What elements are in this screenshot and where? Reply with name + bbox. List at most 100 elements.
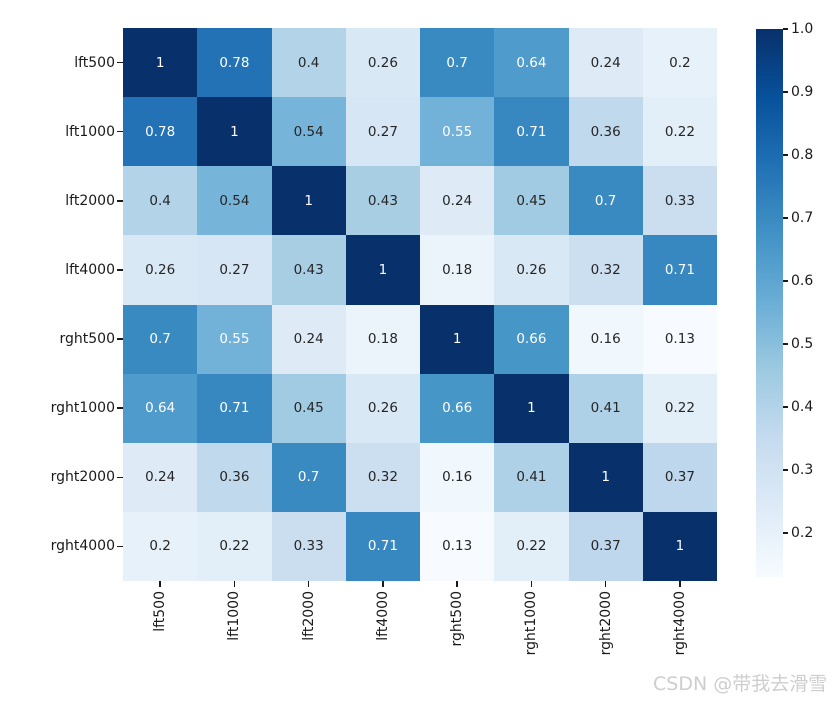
cell-value: 0.36 — [590, 123, 621, 140]
x-tick-mark — [456, 581, 458, 587]
heatmap-cell-lft2000-rght1000: 0.45 — [494, 166, 569, 236]
heatmap-cell-rght2000-rght1000: 0.41 — [494, 442, 569, 512]
heatmap-cell-lft500-rght1000: 0.64 — [494, 28, 569, 98]
cell-value: 0.22 — [664, 123, 695, 140]
cell-value: 0.78 — [145, 123, 176, 140]
heatmap-cell-rght500-rght4000: 0.13 — [642, 304, 717, 374]
heatmap-cell-rght4000-rght2000: 0.37 — [568, 511, 643, 581]
heatmap-cell-lft4000-lft2000: 0.43 — [271, 235, 346, 305]
cell-value: 0.66 — [516, 331, 547, 348]
watermark: CSDN @带我去滑雪 — [653, 673, 828, 695]
heatmap-cell-lft4000-rght4000: 0.71 — [642, 235, 717, 305]
cell-value: 0.43 — [293, 261, 324, 278]
heatmap-cell-rght2000-lft500: 0.24 — [123, 442, 198, 512]
cell-value: 1 — [378, 261, 388, 278]
colorbar-tick-mark — [783, 28, 788, 30]
cell-value: 0.18 — [367, 331, 398, 348]
cell-value: 0.54 — [293, 123, 324, 140]
cell-value: 0.2 — [669, 54, 691, 71]
heatmap-cell-rght500-lft2000: 0.24 — [271, 304, 346, 374]
heatmap-cell-rght4000-lft1000: 0.22 — [197, 511, 272, 581]
heatmap-cell-rght500-rght500: 1 — [420, 304, 495, 374]
row-label-lft500: lft500 — [74, 54, 115, 71]
heatmap-cell-rght500-lft500: 0.7 — [123, 304, 198, 374]
col-label-rght1000: rght1000 — [523, 591, 540, 656]
colorbar-tick-label: 0.6 — [791, 272, 814, 289]
heatmap-cell-rght2000-rght500: 0.16 — [420, 442, 495, 512]
heatmap-cell-rght2000-rght4000: 0.37 — [642, 442, 717, 512]
cell-value: 0.54 — [219, 192, 250, 209]
colorbar-tick-label: 0.5 — [791, 335, 814, 352]
cell-value: 0.37 — [590, 538, 621, 555]
cell-value: 0.71 — [516, 123, 547, 140]
cell-value: 1 — [601, 469, 610, 486]
cell-value: 0.16 — [442, 469, 473, 486]
heatmap-cell-rght500-rght1000: 0.66 — [494, 304, 569, 374]
cell-value: 1 — [452, 331, 462, 348]
cell-value: 0.7 — [297, 469, 320, 486]
cell-value: 0.43 — [367, 192, 398, 209]
cell-value: 0.26 — [367, 54, 398, 71]
colorbar-tick-label: 0.9 — [791, 83, 814, 100]
cell-value: 0.7 — [446, 54, 468, 71]
colorbar-tick-mark — [783, 469, 788, 471]
cell-value: 1 — [155, 54, 165, 71]
y-tick-mark — [117, 61, 123, 64]
cell-value: 0.4 — [297, 54, 320, 71]
cell-value: 0.64 — [145, 400, 176, 417]
colorbar-gradient — [756, 29, 783, 577]
heatmap-cell-rght2000-lft1000: 0.36 — [197, 442, 272, 512]
heatmap-cell-rght1000-lft500: 0.64 — [123, 373, 198, 443]
heatmap-cell-rght1000-rght4000: 0.22 — [642, 373, 717, 443]
cell-value: 1 — [304, 192, 313, 209]
cell-value: 0.22 — [219, 538, 250, 555]
cell-value: 0.24 — [293, 331, 324, 348]
x-tick-mark — [233, 581, 236, 587]
heatmap-cell-lft4000-lft1000: 0.27 — [197, 235, 272, 305]
heatmap-cell-rght4000-lft2000: 0.33 — [271, 511, 346, 581]
colorbar-tick-mark — [783, 532, 788, 534]
cell-value: 0.33 — [664, 192, 695, 209]
cell-value: 0.33 — [293, 538, 324, 555]
colorbar-tick-mark — [783, 280, 788, 282]
heatmap-cell-lft500-rght4000: 0.2 — [642, 28, 717, 98]
cell-value: 0.22 — [664, 400, 695, 417]
cell-value: 0.26 — [367, 400, 398, 417]
heatmap-cell-lft4000-lft4000: 1 — [345, 235, 420, 305]
cell-value: 0.71 — [367, 538, 398, 555]
heatmap-cell-lft2000-rght500: 0.24 — [420, 166, 495, 236]
x-tick-mark — [159, 581, 161, 587]
heatmap-cell-lft4000-rght2000: 0.32 — [568, 235, 643, 305]
colorbar-tick-label: 0.4 — [791, 398, 814, 415]
col-label-lft2000: lft2000 — [300, 591, 317, 641]
y-tick-mark — [117, 476, 123, 479]
cell-value: 0.32 — [367, 469, 398, 486]
cell-value: 0.18 — [442, 261, 473, 278]
cell-value: 0.7 — [594, 192, 617, 209]
cell-value: 0.41 — [590, 400, 621, 417]
cell-value: 0.24 — [442, 192, 473, 209]
heatmap-cell-lft2000-lft4000: 0.43 — [345, 166, 420, 236]
heatmap-cell-lft500-lft500: 1 — [123, 28, 198, 98]
cell-value: 0.24 — [590, 54, 621, 71]
heatmap-cell-lft500-rght500: 0.7 — [420, 28, 495, 98]
heatmap-cell-lft2000-rght2000: 0.7 — [568, 166, 643, 236]
heatmap-cell-rght4000-lft500: 0.2 — [123, 511, 198, 581]
row-label-lft4000: lft4000 — [65, 261, 115, 278]
heatmap-cell-lft4000-rght500: 0.18 — [420, 235, 495, 305]
colorbar-tick-label: 1.0 — [791, 21, 814, 37]
heatmap-cell-rght1000-lft4000: 0.26 — [345, 373, 420, 443]
heatmap-cell-lft500-rght2000: 0.24 — [568, 28, 643, 98]
heatmap-cell-lft1000-rght2000: 0.36 — [568, 97, 643, 167]
cell-value: 0.27 — [367, 123, 398, 140]
row-label-lft1000: lft1000 — [65, 123, 115, 140]
cell-value: 0.37 — [664, 469, 695, 486]
heatmap-cell-rght1000-rght2000: 0.41 — [568, 373, 643, 443]
cell-value: 0.66 — [442, 400, 473, 417]
cell-value: 1 — [675, 538, 685, 555]
heatmap-cell-lft2000-lft1000: 0.54 — [197, 166, 272, 236]
colorbar-tick-mark — [783, 343, 788, 345]
heatmap-cell-rght500-rght2000: 0.16 — [568, 304, 643, 374]
heatmap-cell-rght2000-lft4000: 0.32 — [345, 442, 420, 512]
heatmap-cell-lft2000-lft500: 0.4 — [123, 166, 198, 236]
